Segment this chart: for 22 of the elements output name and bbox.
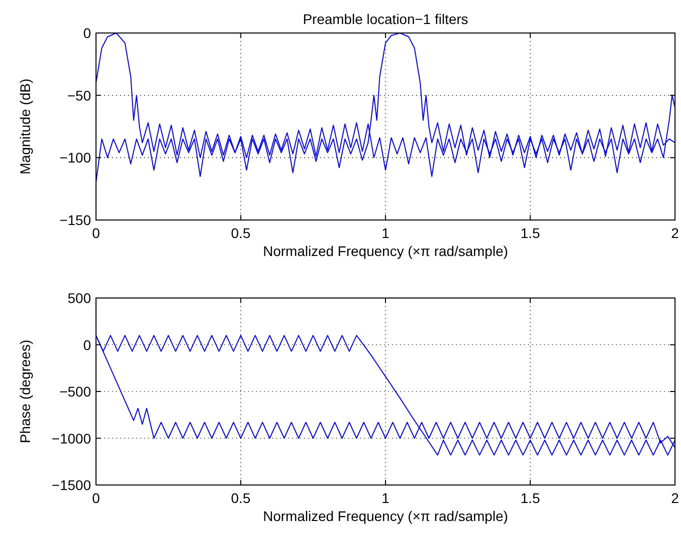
x-tick-label: 1	[382, 225, 390, 241]
x-tick-label: 1.5	[520, 490, 540, 506]
y-tick-label: 0	[83, 25, 92, 41]
x-tick-label: 0.5	[231, 490, 251, 506]
x-tick-label: 2	[671, 225, 680, 241]
y-tick-label: −500	[59, 384, 92, 400]
x-tick-label: 2	[671, 490, 680, 506]
y-tick-label: −50	[67, 87, 92, 104]
y-tick-label: −1000	[52, 430, 92, 446]
x-axis-title: Normalized Frequency (×π rad/sample)	[262, 508, 508, 524]
x-axis-title: Normalized Frequency (×π rad/sample)	[262, 243, 508, 259]
y-tick-label: 0	[83, 336, 92, 353]
y-tick-label: −1500	[52, 477, 92, 493]
y-tick-label: −100	[59, 150, 92, 166]
x-tick-label: 1	[382, 490, 390, 506]
y-axis-title: Magnitude (dB)	[17, 78, 33, 174]
x-tick-label: 0.5	[231, 225, 251, 241]
y-axis-title: Phase (degrees)	[17, 340, 33, 444]
x-tick-label: 1.5	[520, 225, 540, 241]
y-tick-label: 500	[68, 290, 92, 306]
y-tick-label: −150	[59, 212, 92, 228]
chart-title: Preamble location−1 filters	[302, 11, 468, 27]
